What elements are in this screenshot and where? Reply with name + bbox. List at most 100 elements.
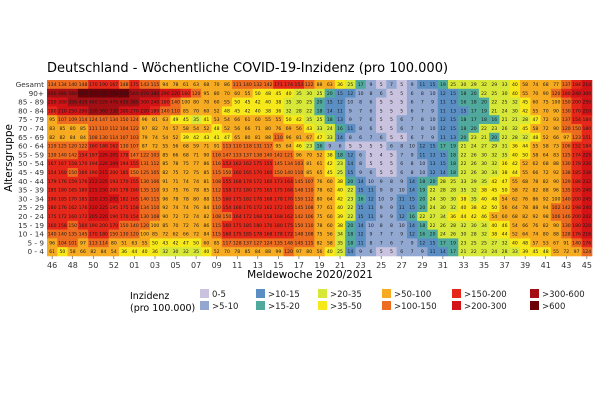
cell-value-label: 150 xyxy=(120,117,129,123)
heatmap-cell xyxy=(252,80,264,90)
cell-value-label: 30 xyxy=(296,100,302,106)
heatmap-cell xyxy=(108,115,120,125)
cell-value-label: 40 xyxy=(265,100,271,106)
cell-value-label: 6 xyxy=(369,249,372,255)
heatmap-cell xyxy=(47,168,58,178)
heatmap-cell xyxy=(77,132,89,142)
cell-value-label: 115 xyxy=(305,240,314,246)
cell-value-label: 10 xyxy=(430,117,436,123)
heatmap-cell xyxy=(57,229,68,239)
heatmap-cell xyxy=(406,159,418,169)
heatmap-cell xyxy=(88,106,99,116)
cell-value-label: 53 xyxy=(214,117,220,123)
heatmap-cell xyxy=(252,132,264,142)
cell-value-label: 50 xyxy=(59,249,65,255)
cell-value-label: 330 xyxy=(109,108,118,114)
heatmap-cell xyxy=(201,88,212,98)
heatmap-cell xyxy=(386,115,397,125)
cell-value-label: 75 xyxy=(543,100,549,106)
cell-value-label: 5 xyxy=(380,170,383,176)
heatmap-cell xyxy=(221,150,233,160)
heatmap-cell xyxy=(170,80,181,90)
cell-value-label: 67 xyxy=(306,135,312,141)
heatmap-cell xyxy=(262,229,274,239)
heatmap-cell xyxy=(550,212,562,222)
heatmap-cell xyxy=(530,185,541,195)
cell-value-label: 77 xyxy=(317,205,323,211)
cell-value-label: 20 xyxy=(430,232,436,238)
cell-value-label: 14 xyxy=(347,161,353,167)
heatmap-cell xyxy=(314,238,325,248)
heatmap-cell xyxy=(355,88,367,98)
cell-value-label: 190 xyxy=(48,196,57,202)
legend-swatch xyxy=(382,289,391,298)
heatmap-cell xyxy=(201,229,212,239)
cell-value-label: 16 xyxy=(358,196,364,202)
cell-value-label: 7 xyxy=(421,108,424,114)
heatmap-cell xyxy=(437,176,449,186)
heatmap-cell xyxy=(201,124,212,134)
cell-value-label: 78 xyxy=(183,196,189,202)
cell-value-label: 101 xyxy=(68,240,77,246)
cell-value-label: 55 xyxy=(553,249,559,255)
row-label: 60 - 64 xyxy=(18,142,44,151)
cell-value-label: 107 xyxy=(58,117,67,123)
cell-value-label: 13 xyxy=(337,117,343,123)
cell-value-label: 110 xyxy=(151,205,160,211)
heatmap-cell xyxy=(324,176,336,186)
cell-value-label: 5 xyxy=(349,144,352,150)
cell-value-label: 154 xyxy=(130,214,139,220)
heatmap-cell xyxy=(252,176,264,186)
heatmap-cell xyxy=(304,115,315,125)
heatmap-cell xyxy=(149,220,161,230)
heatmap-cell xyxy=(149,80,161,90)
cell-value-label: 146 xyxy=(562,214,571,220)
cell-value-label: 66 xyxy=(522,223,528,229)
heatmap-cell xyxy=(530,80,541,90)
cell-value-label: 12 xyxy=(440,91,446,97)
heatmap-cell xyxy=(571,115,583,125)
cell-value-label: 28 xyxy=(296,108,302,114)
cell-value-label: 8 xyxy=(421,91,424,97)
heatmap-cell xyxy=(232,150,243,160)
cell-value-label: 155 xyxy=(130,179,139,185)
heatmap-cell xyxy=(448,212,459,222)
heatmap-cell xyxy=(108,203,120,213)
cell-value-label: 111 xyxy=(89,126,98,132)
cell-value-label: 172 xyxy=(79,214,88,220)
row-label: 10 - 14 xyxy=(18,230,44,239)
heatmap-cell xyxy=(314,247,325,257)
heatmap-cell xyxy=(386,132,397,142)
cell-value-label: 158 xyxy=(130,205,139,211)
heatmap-cell xyxy=(242,80,253,90)
cell-value-label: 41 xyxy=(203,117,209,123)
heatmap-cell xyxy=(581,212,593,222)
cell-value-label: 159 xyxy=(68,179,77,185)
cell-value-label: 26 xyxy=(471,170,477,176)
heatmap-cell xyxy=(160,88,171,98)
heatmap-cell xyxy=(242,238,253,248)
heatmap-cell xyxy=(468,238,480,248)
heatmap-cell xyxy=(149,141,161,151)
cell-value-label: 61 xyxy=(317,161,323,167)
cell-value-label: 28 xyxy=(440,188,446,194)
heatmap-cell xyxy=(77,141,89,151)
cell-value-label: 44 xyxy=(522,144,528,150)
heatmap-cell xyxy=(489,229,500,239)
cell-value-label: 47 xyxy=(224,135,230,141)
cell-value-label: 10 xyxy=(419,161,425,167)
cell-value-label: 21 xyxy=(461,144,467,150)
cell-value-label: 74 xyxy=(193,179,199,185)
cell-value-label: 55 xyxy=(533,144,539,150)
heatmap-cell xyxy=(489,159,500,169)
heatmap-cell xyxy=(448,132,459,142)
cell-value-label: 44 xyxy=(502,232,508,238)
cell-value-label: 108 xyxy=(89,135,98,141)
heatmap-cell xyxy=(201,185,212,195)
heatmap-cell xyxy=(160,229,171,239)
cell-value-label: 11 xyxy=(440,135,446,141)
heatmap-cell xyxy=(252,159,264,169)
cell-value-label: 35 xyxy=(296,91,302,97)
heatmap-cell xyxy=(489,220,500,230)
cell-value-label: 22 xyxy=(419,214,425,220)
